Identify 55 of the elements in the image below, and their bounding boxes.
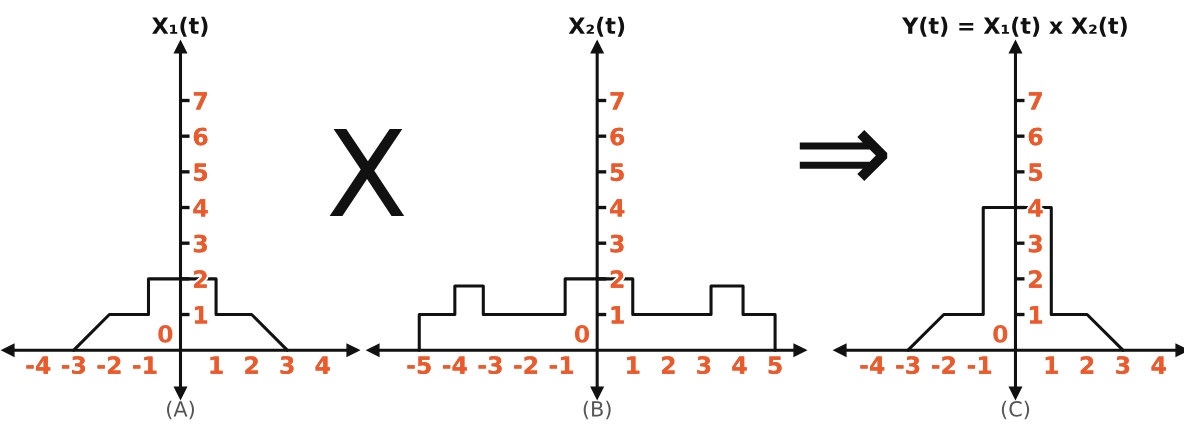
x-axis-title: (B) xyxy=(583,400,611,420)
x-tick-label: 4 xyxy=(732,356,747,374)
x-tick-label: -4 xyxy=(26,356,51,374)
x-tick-label: 1 xyxy=(1045,356,1058,374)
x-tick-label: 3 xyxy=(1116,356,1130,375)
y-tick-label: 5 xyxy=(194,163,208,182)
x-tick-label: 1 xyxy=(210,356,223,374)
x-tick-label: 2 xyxy=(245,356,258,374)
x-tick-label: 1 xyxy=(627,356,640,374)
x-tick-label: -5 xyxy=(407,356,431,375)
x-tick-label: -4 xyxy=(860,356,885,374)
y-axis-title: Y(t) = X₁(t) x X₂(t) xyxy=(902,16,1127,37)
annotation: ⇒ xyxy=(799,129,888,182)
annotation: 0 xyxy=(158,324,173,343)
x-tick-label: 3 xyxy=(280,356,294,375)
x-tick-label: -3 xyxy=(478,356,502,375)
x-tick-label: -3 xyxy=(896,356,920,375)
y-tick-label: 7 xyxy=(1028,92,1042,110)
x-tick-label: -2 xyxy=(514,356,538,374)
x-tick-label: -2 xyxy=(932,356,955,374)
x-tick-label: -4 xyxy=(443,356,467,374)
x-tick-label: -1 xyxy=(133,356,157,374)
x-tick-label: -1 xyxy=(967,356,992,374)
annotation: X xyxy=(329,128,405,216)
y-tick-label: 7 xyxy=(193,92,207,110)
x-tick-label: -1 xyxy=(549,356,574,374)
y-tick-label: 3 xyxy=(610,234,624,253)
x-tick-label: -3 xyxy=(61,356,86,375)
x-axis-title: (C) xyxy=(1001,400,1030,420)
x-tick-label: 5 xyxy=(768,356,782,375)
y-tick-label: 4 xyxy=(610,199,625,217)
y-tick-label: 5 xyxy=(1029,163,1043,182)
x-tick-label: 4 xyxy=(315,356,330,374)
y-tick-label: 6 xyxy=(1028,127,1043,146)
annotation: 0 xyxy=(574,324,590,343)
y-tick-label: 3 xyxy=(193,234,207,253)
y-tick-label: 6 xyxy=(193,127,208,146)
x-tick-label: -2 xyxy=(97,356,121,374)
y-axis-title: X₁(t) xyxy=(152,16,208,37)
y-tick-label: 7 xyxy=(610,92,624,110)
x-tick-label: 2 xyxy=(661,356,675,374)
x-tick-label: 2 xyxy=(1080,356,1094,374)
x-axis-title: (A) xyxy=(167,400,194,420)
y-tick-label: 1 xyxy=(194,306,208,324)
y-tick-label: 5 xyxy=(610,163,624,182)
x-tick-label: 3 xyxy=(697,356,711,375)
y-tick-label: 2 xyxy=(1029,270,1042,288)
y-tick-label: 3 xyxy=(1028,234,1042,253)
y-tick-label: 4 xyxy=(193,199,208,217)
y-axis-title: X₂(t) xyxy=(568,16,625,37)
annotation: 0 xyxy=(993,324,1008,343)
x-tick-label: 4 xyxy=(1151,356,1166,374)
y-tick-label: 1 xyxy=(611,306,624,324)
y-tick-label: 6 xyxy=(610,127,625,146)
y-tick-label: 1 xyxy=(1029,306,1043,324)
